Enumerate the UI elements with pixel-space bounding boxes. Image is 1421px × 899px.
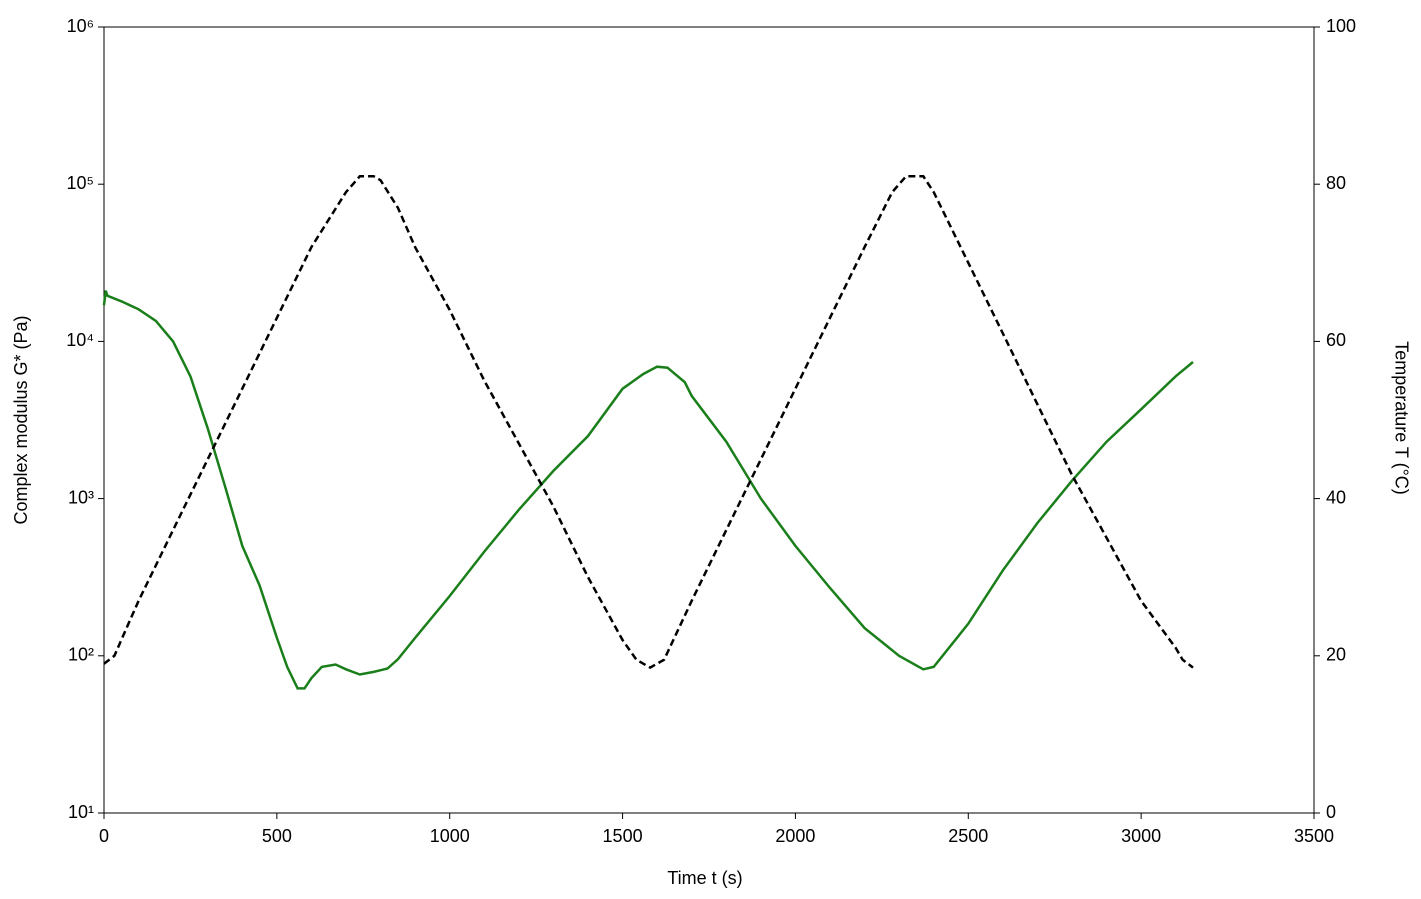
y2-tick-label: 60 xyxy=(1326,330,1346,350)
x-tick-label: 500 xyxy=(262,826,292,846)
x-tick-label: 1500 xyxy=(603,826,643,846)
y2-tick-label: 40 xyxy=(1326,487,1346,507)
y-axis-label: Complex modulus G* (Pa) xyxy=(11,315,31,524)
y-tick-label: 10² xyxy=(68,645,94,665)
y2-tick-label: 100 xyxy=(1326,16,1356,36)
x-tick-label: 2000 xyxy=(775,826,815,846)
x-tick-label: 0 xyxy=(99,826,109,846)
y-tick-label: 10⁵ xyxy=(67,173,94,193)
x-tick-label: 3500 xyxy=(1294,826,1334,846)
y-tick-label: 10³ xyxy=(68,487,94,507)
data-line xyxy=(102,290,1194,690)
x-tick-label: 2500 xyxy=(948,826,988,846)
y2-tick-label: 80 xyxy=(1326,173,1346,193)
plot-frame xyxy=(103,26,1315,814)
x-axis-label: Time t (s) xyxy=(667,868,742,888)
y2-axis-label: Temperature T (°C) xyxy=(1391,341,1411,495)
x-tick-label: 3000 xyxy=(1121,826,1161,846)
y2-tick-label: 20 xyxy=(1326,645,1346,665)
x-tick-label: 1000 xyxy=(430,826,470,846)
data-line xyxy=(103,175,1194,670)
y-tick-label: 10⁶ xyxy=(67,16,94,36)
y-tick-label: 10⁴ xyxy=(66,330,94,350)
y2-tick-label: 0 xyxy=(1326,802,1336,822)
y-tick-label: 10¹ xyxy=(68,802,94,822)
